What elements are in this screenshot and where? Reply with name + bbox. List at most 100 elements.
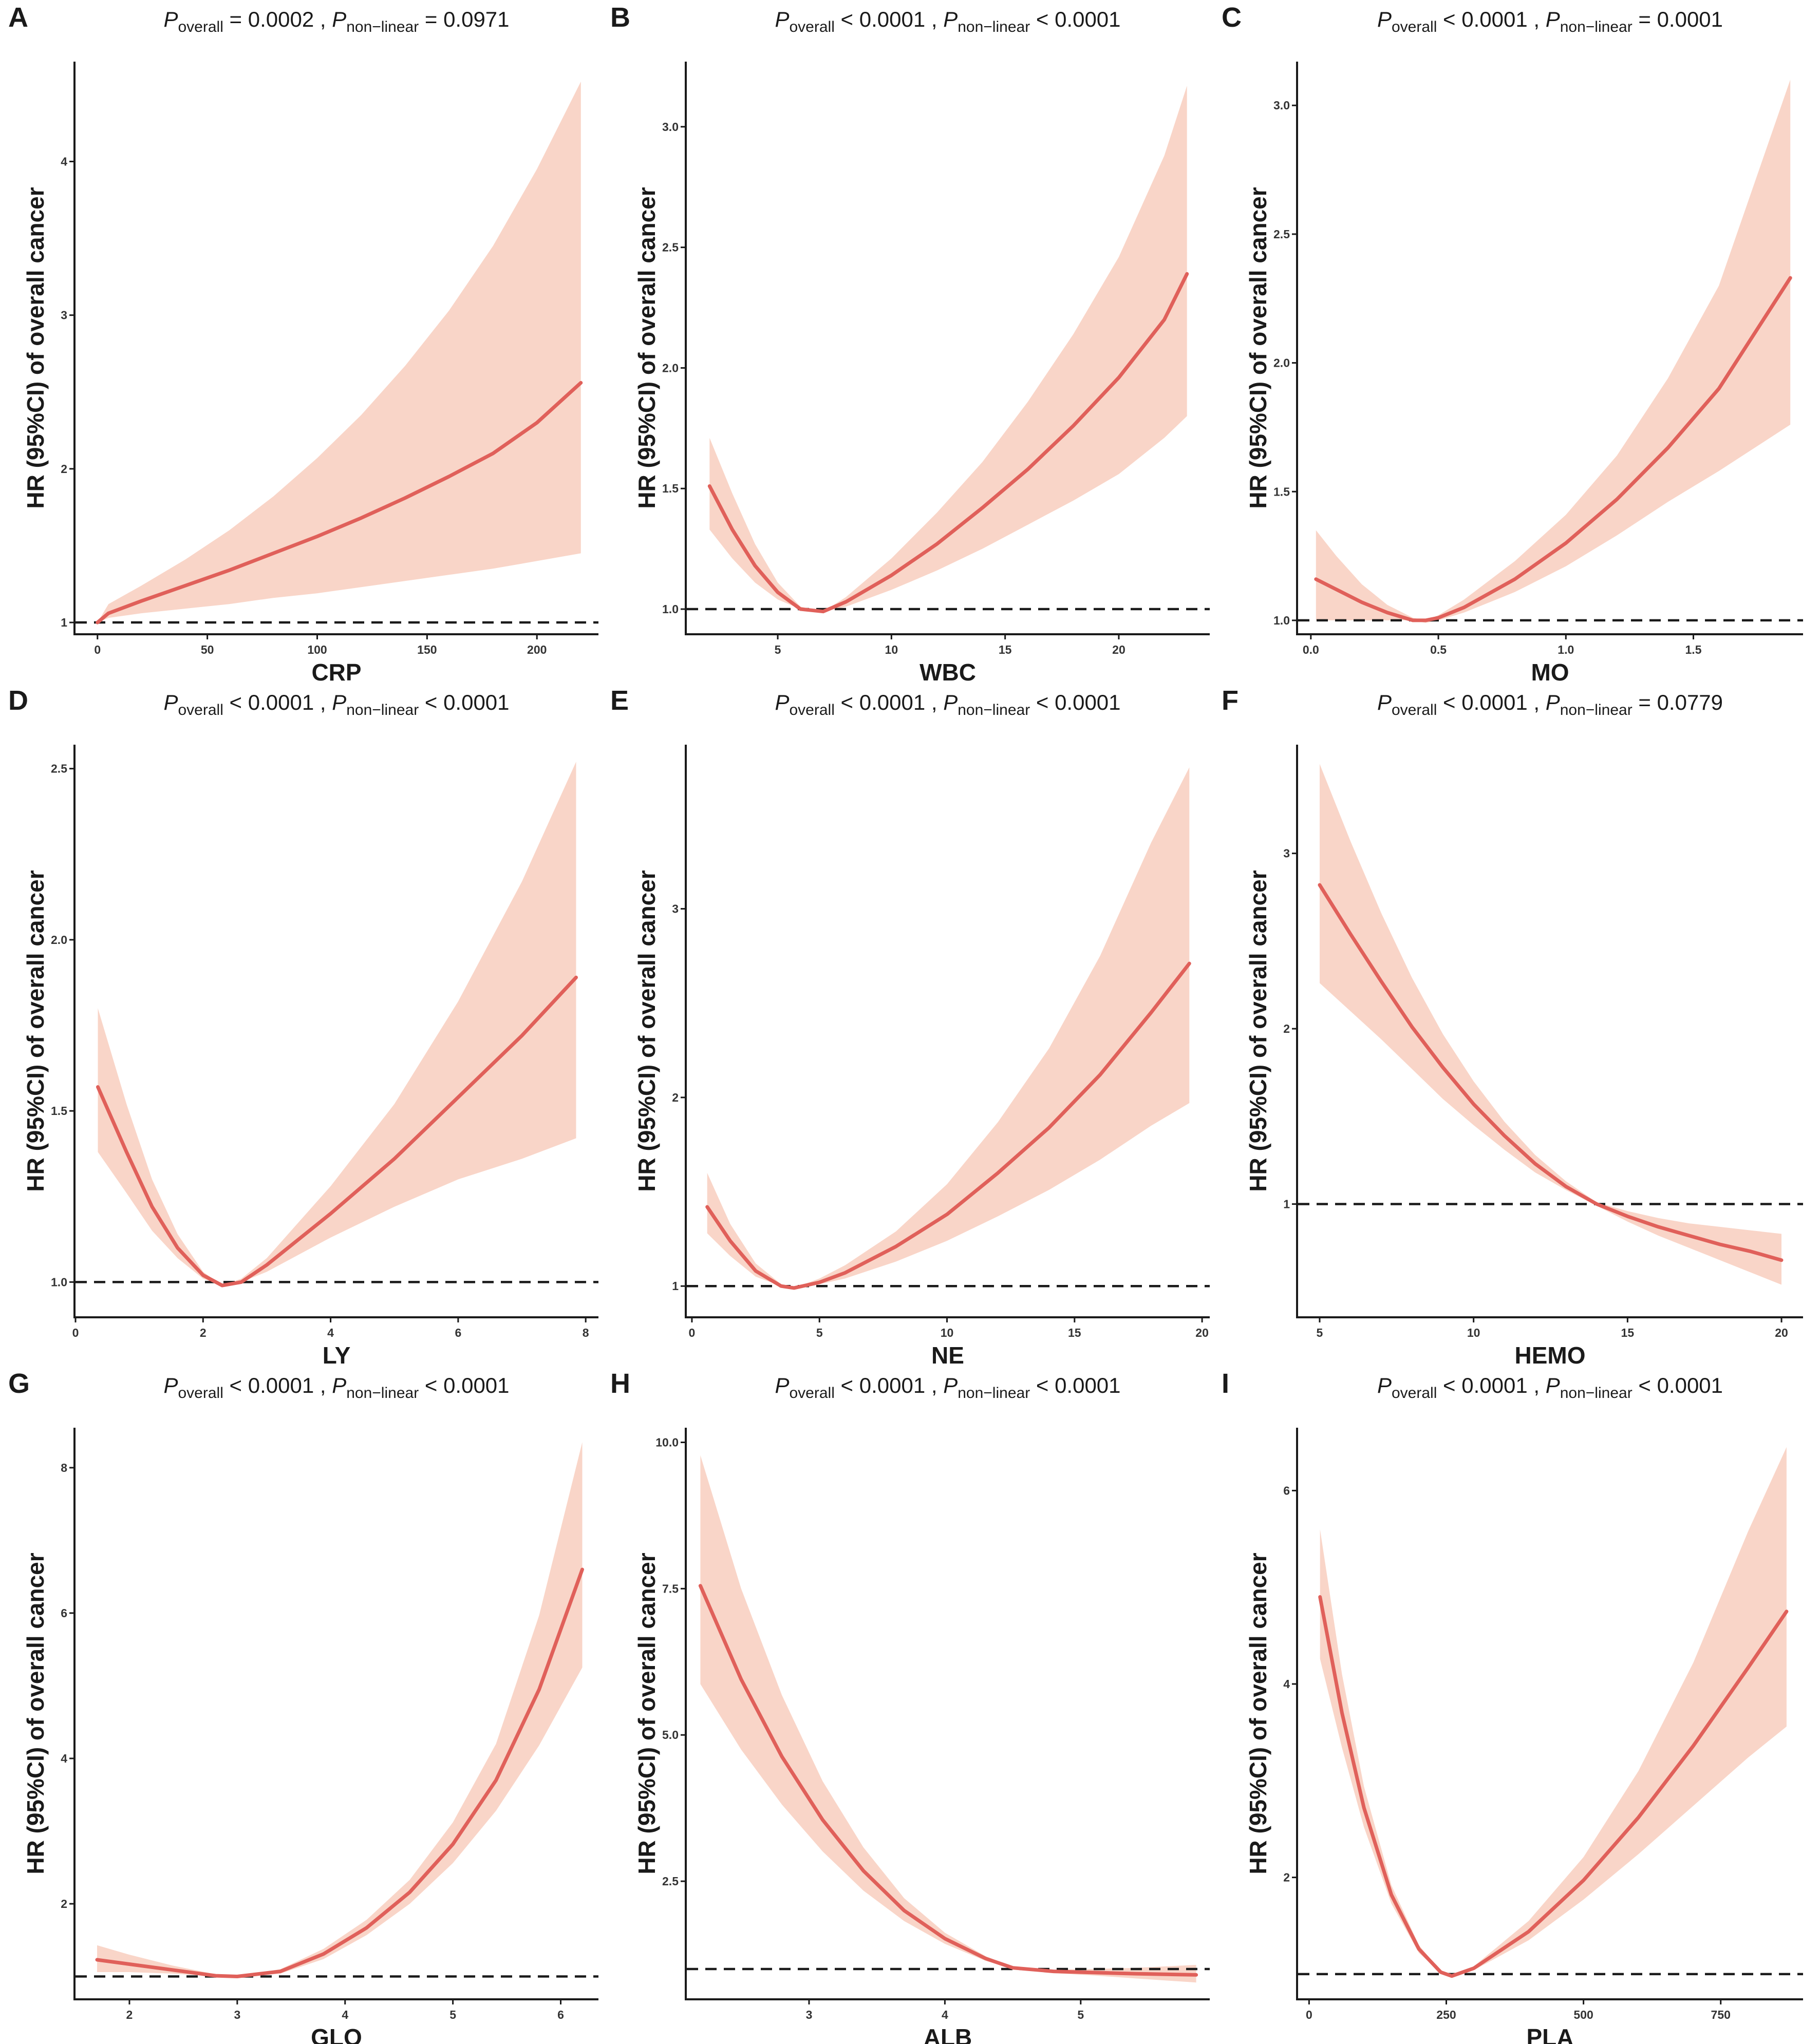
y-tick-label: 4	[1283, 1677, 1290, 1691]
axes	[1296, 1428, 1803, 2000]
p-nonlinear-val: 0.0001	[1055, 690, 1120, 714]
y-tick-label: 2	[672, 1091, 679, 1104]
x-tick-label: 10	[1467, 1326, 1480, 1339]
p-overall-sub: overall	[178, 1385, 223, 1402]
p-value-title: Poverall < 0.0001 , Pnon−linear < 0.0001	[163, 1373, 509, 1403]
y-tick-label: 2.5	[1273, 228, 1290, 241]
x-tick-label: 20	[1112, 643, 1125, 656]
axes	[685, 62, 1210, 635]
y-tick-label: 6	[61, 1606, 67, 1620]
x-tick-label: 0	[94, 643, 101, 656]
p-overall-sub: overall	[1392, 1385, 1437, 1402]
y-tick-label: 1.5	[662, 482, 679, 495]
ci-band	[97, 81, 581, 623]
panel-label: B	[610, 2, 630, 33]
y-axis-title: HR (95%CI) of overall cancer	[1245, 187, 1271, 508]
y-tick-label: 3.0	[1273, 99, 1290, 112]
ci-band	[709, 86, 1187, 612]
ci-band	[707, 767, 1190, 1288]
x-axis-title: CRP	[311, 659, 361, 686]
y-tick-label: 2.0	[51, 933, 67, 947]
p-nonlinear-val: 0.0001	[1055, 1373, 1120, 1397]
y-tick-label: 2	[1283, 1871, 1290, 1884]
p-nonlinear-op: <	[1036, 7, 1049, 31]
y-tick-label: 1.0	[662, 602, 679, 616]
p-value-title: Poverall < 0.0001 , Pnon−linear = 0.0001	[1377, 7, 1723, 36]
hr-curve	[1314, 276, 1792, 622]
hr-curve	[95, 1567, 584, 1978]
p-nonlinear-op: <	[1036, 1373, 1049, 1397]
axes	[685, 1428, 1210, 2000]
x-tick-label: 5	[1077, 2008, 1084, 2021]
panel-c: C Poverall < 0.0001 , Pnon−linear = 0.000…	[1222, 2, 1803, 686]
x-tick-label: 0	[72, 1326, 79, 1339]
y-tick-label: 6	[1283, 1484, 1290, 1497]
p-nonlinear-op: =	[1638, 7, 1651, 31]
x-tick-label: 6	[455, 1326, 461, 1339]
p-overall-sub: overall	[789, 702, 834, 718]
p-overall-val: 0.0001	[859, 7, 925, 31]
hr-curve	[698, 1584, 1198, 1977]
hr-curve	[1318, 883, 1784, 1262]
p-value-title: Poverall < 0.0001 , Pnon−linear = 0.0779	[1377, 690, 1723, 720]
p-overall-op: <	[1443, 690, 1456, 714]
y-axis-title: HR (95%CI) of overall cancer	[1245, 1553, 1271, 1874]
p-nonlinear-op: <	[425, 1373, 438, 1397]
hr-curve	[96, 381, 583, 624]
axes	[1296, 745, 1803, 1318]
y-tick-label: 3	[61, 309, 67, 322]
y-tick-label: 1.5	[1273, 485, 1290, 498]
panel-label: D	[8, 685, 28, 716]
panel-b: B Poverall < 0.0001 , Pnon−linear < 0.000…	[610, 2, 1210, 686]
x-axis-title: LY	[323, 1342, 351, 1369]
x-tick-label: 100	[307, 643, 327, 656]
y-tick-label: 2.0	[1273, 356, 1290, 370]
y-axis-title: HR (95%CI) of overall cancer	[22, 870, 49, 1191]
p-overall-val: 0.0002	[248, 7, 314, 31]
p-overall-sub: overall	[178, 702, 223, 718]
p-nonlinear-sub: non−linear	[958, 1385, 1030, 1402]
ci-band	[1320, 1447, 1787, 1976]
p-nonlinear-val: 0.0001	[1657, 1373, 1723, 1397]
y-tick-label: 2	[61, 1897, 67, 1910]
x-tick-label: 2	[200, 1326, 207, 1339]
y-tick-label: 1.0	[51, 1275, 67, 1289]
hr-curve	[707, 272, 1189, 614]
p-nonlinear-sub: non−linear	[958, 18, 1030, 35]
x-tick-label: 1.0	[1558, 643, 1574, 656]
p-value-title: Poverall < 0.0001 , Pnon−linear < 0.0001	[1377, 1373, 1723, 1403]
panel-a: A Poverall = 0.0002 , Pnon−linear = 0.097…	[8, 2, 598, 686]
x-tick-label: 4	[342, 2008, 348, 2021]
ci-band	[98, 762, 576, 1285]
p-overall-val: 0.0001	[1461, 690, 1527, 714]
x-tick-label: 6	[557, 2008, 564, 2021]
p-nonlinear-sub: non−linear	[1560, 702, 1633, 718]
p-overall-op: <	[1443, 7, 1456, 31]
p-nonlinear-val: 0.0779	[1657, 690, 1723, 714]
panel-g: G Poverall < 0.0001 , Pnon−linear < 0.000…	[8, 1368, 598, 2044]
panel-label: I	[1222, 1368, 1229, 1399]
x-tick-label: 8	[583, 1326, 589, 1339]
p-nonlinear-sub: non−linear	[346, 18, 419, 35]
p-nonlinear-val: 0.0971	[443, 7, 509, 31]
p-overall-val: 0.0001	[1461, 7, 1527, 31]
x-tick-label: 5	[1317, 1326, 1323, 1339]
x-axis-title: MO	[1531, 659, 1569, 686]
x-tick-label: 5	[449, 2008, 456, 2021]
y-tick-label: 10.0	[655, 1435, 679, 1449]
ci-band	[97, 1442, 583, 1977]
p-overall-sub: overall	[1392, 702, 1437, 718]
x-tick-label: 3	[806, 2008, 813, 2021]
y-tick-label: 2.5	[662, 241, 679, 254]
y-tick-label: 8	[61, 1461, 67, 1474]
y-axis-title: HR (95%CI) of overall cancer	[633, 187, 660, 508]
x-tick-label: 0	[689, 1326, 696, 1339]
p-value-title: Poverall < 0.0001 , Pnon−linear < 0.0001	[163, 690, 509, 720]
y-tick-label: 1.5	[51, 1104, 67, 1118]
p-value-title: Poverall < 0.0001 , Pnon−linear < 0.0001	[775, 1373, 1120, 1403]
x-tick-label: 10	[885, 643, 898, 656]
p-value-title: Poverall = 0.0002 , Pnon−linear = 0.0971	[163, 7, 509, 36]
axes	[73, 62, 598, 635]
x-tick-label: 150	[417, 643, 437, 656]
